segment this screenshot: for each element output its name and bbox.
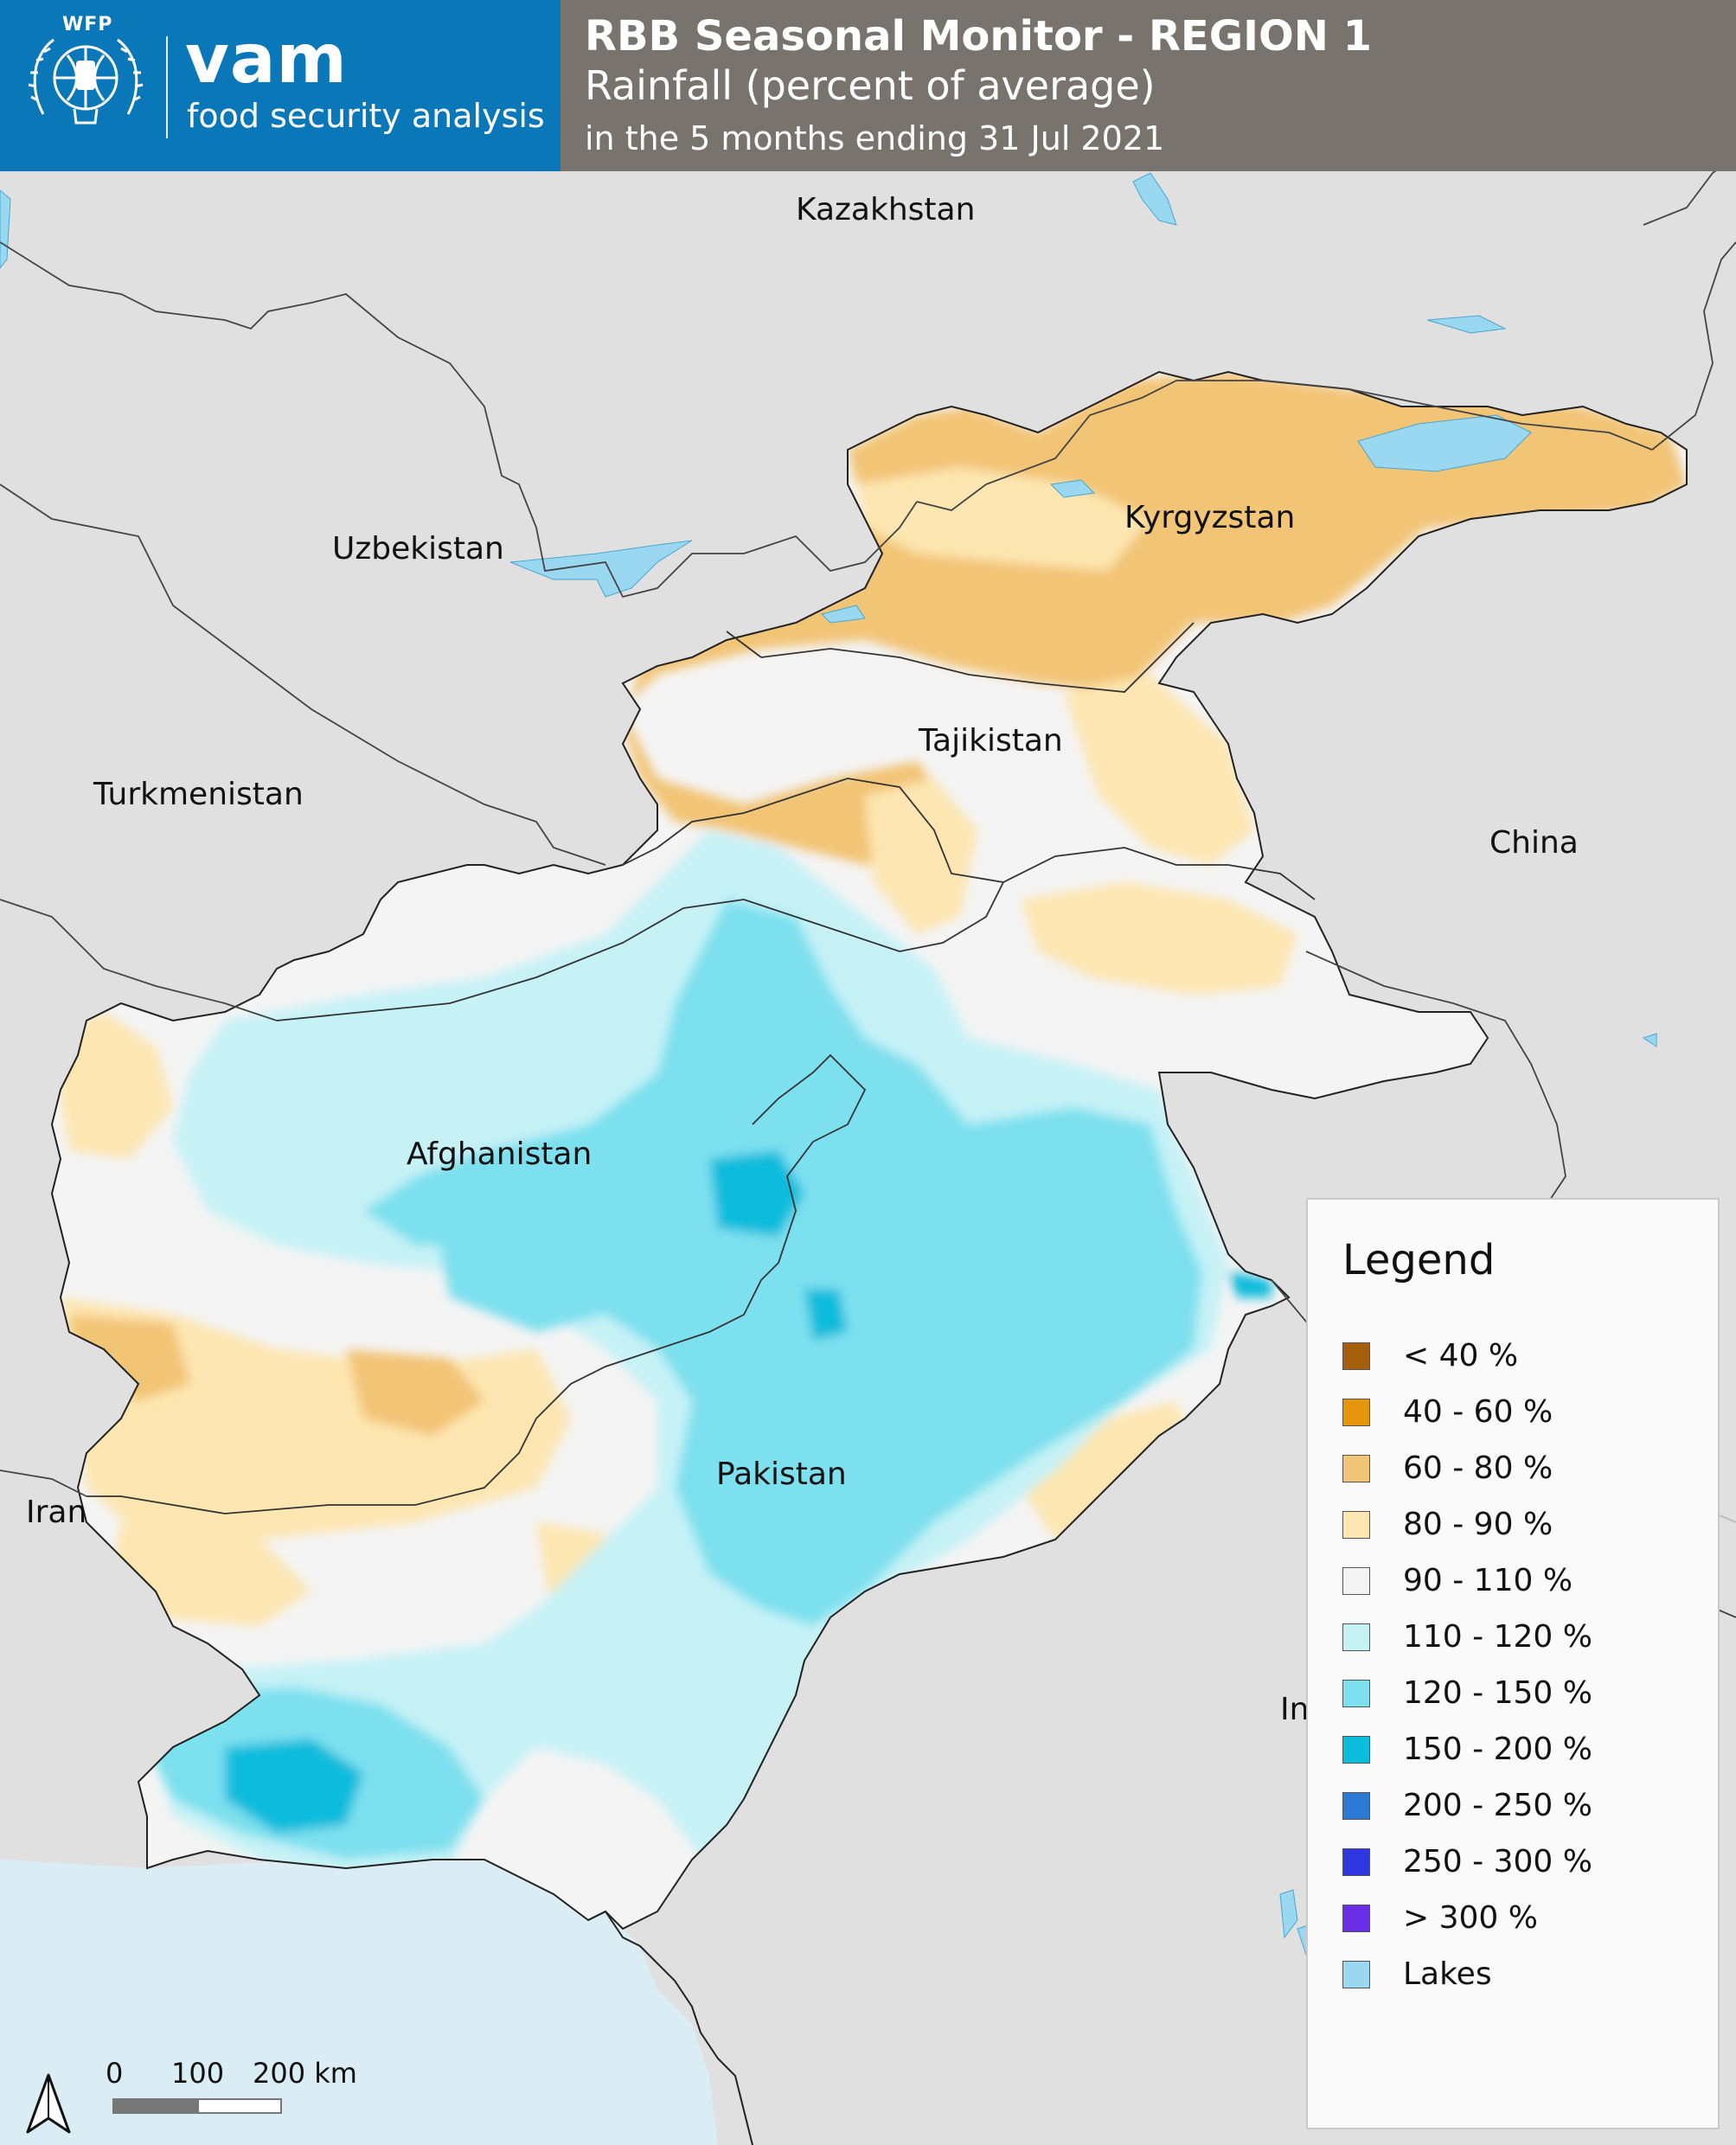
lake-balkhash-fragment bbox=[1132, 172, 1177, 226]
border-tajik-afghan bbox=[622, 778, 1004, 883]
label-tajikistan: Tajikistan bbox=[919, 723, 1063, 759]
border-kazakhstan-uzbekistan bbox=[0, 241, 918, 599]
border-afg-pak-south bbox=[752, 1053, 867, 1143]
zone-moderate-tajik-east bbox=[1064, 675, 1254, 865]
coastline bbox=[587, 1910, 753, 2145]
zone-moderate-west-afg bbox=[52, 1012, 173, 1159]
label-kazakhstan: Kazakhstan bbox=[796, 192, 976, 227]
lake-north-left bbox=[0, 189, 11, 269]
legend-swatch bbox=[1342, 1567, 1370, 1595]
legend-label: 250 - 300 % bbox=[1403, 1844, 1592, 1879]
zone-wet-central bbox=[432, 1194, 605, 1332]
legend-swatch bbox=[1342, 1848, 1370, 1876]
brand-name: vam bbox=[185, 21, 348, 99]
zone-wet-main bbox=[363, 900, 1202, 1626]
zone-moderate-punjab bbox=[1021, 1401, 1194, 1540]
label-iran: Iran bbox=[26, 1495, 87, 1530]
header-title-panel: RBB Seasonal Monitor - REGION 1 Rainfall… bbox=[561, 0, 1736, 171]
legend-label: > 300 % bbox=[1403, 1900, 1538, 1936]
label-china: China bbox=[1489, 825, 1579, 861]
north-arrow-icon bbox=[26, 2073, 71, 2134]
border-uzbekistan-turkmenistan bbox=[0, 483, 606, 866]
label-turkmenistan: Turkmenistan bbox=[93, 777, 304, 812]
scale-label-100: 100 bbox=[171, 2057, 225, 2090]
lake-toktogul bbox=[821, 605, 866, 624]
map-title: RBB Seasonal Monitor - REGION 1 bbox=[585, 12, 1373, 61]
legend-label: 200 - 250 % bbox=[1403, 1788, 1592, 1823]
border-kazakhstan-china bbox=[1651, 241, 1736, 451]
legend-label: < 40 % bbox=[1403, 1338, 1519, 1373]
map-subtitle: Rainfall (percent of average) bbox=[585, 62, 1156, 109]
legend-swatch bbox=[1342, 1905, 1370, 1932]
map-period: in the 5 months ending 31 Jul 2021 bbox=[585, 119, 1165, 157]
lake-issyk-kul bbox=[1357, 414, 1532, 472]
sea bbox=[0, 1851, 718, 2145]
label-kyrgyzstan: Kyrgyzstan bbox=[1124, 500, 1296, 535]
zone-moderate-southwest bbox=[61, 1297, 571, 1548]
zone-very-wet-kashmir bbox=[1228, 1271, 1272, 1297]
border-afg-pak-mid bbox=[86, 1141, 814, 1514]
legend-label: 40 - 60 % bbox=[1403, 1394, 1553, 1430]
header-brand-panel: WFP vam food security analysis bbox=[0, 0, 561, 171]
zone-very-wet-makran bbox=[225, 1738, 363, 1834]
brand-separator bbox=[166, 36, 168, 138]
legend-label: Lakes bbox=[1403, 1956, 1492, 1992]
border-china-india bbox=[1305, 951, 1566, 1203]
scale-label-0: 0 bbox=[106, 2057, 124, 2090]
legend-swatch bbox=[1342, 1511, 1370, 1539]
border-uzb-tajik bbox=[726, 631, 762, 658]
legend-label: 60 - 80 % bbox=[1403, 1450, 1553, 1486]
zone-moderate-gilgit bbox=[1021, 882, 1297, 995]
brand-subtitle: food security analysis bbox=[187, 97, 545, 135]
scale-label-200: 200 km bbox=[253, 2057, 357, 2090]
internal-borders bbox=[86, 622, 1316, 1514]
zone-dry-southwest bbox=[69, 1315, 190, 1401]
scale-segment-light bbox=[197, 2098, 282, 2114]
border-afghanistan-pakistan bbox=[276, 847, 1316, 1021]
zone-dry-helmand bbox=[346, 1349, 484, 1436]
legend-swatch bbox=[1342, 1680, 1370, 1707]
zone-very-wet-punjab bbox=[804, 1289, 848, 1341]
scale-segment-dark bbox=[112, 2098, 197, 2114]
legend-panel: Legend < 40 % 40 - 60 % 60 - 80 % 80 - 9… bbox=[1306, 1198, 1720, 2129]
border-turkmenistan-iran bbox=[0, 899, 278, 1021]
region-raster bbox=[52, 372, 1687, 1929]
legend-swatch bbox=[1342, 1736, 1370, 1764]
legend-swatch bbox=[1342, 1961, 1370, 1988]
legend-title: Legend bbox=[1342, 1236, 1496, 1284]
lake-small-east bbox=[1642, 1033, 1657, 1047]
lake-kapchagay bbox=[1426, 315, 1507, 334]
border-iran-afghan-south bbox=[0, 1469, 87, 1497]
region-outline bbox=[50, 370, 1688, 1930]
legend-label: 120 - 150 % bbox=[1403, 1675, 1592, 1711]
zone-moderate-tajik-south bbox=[865, 778, 977, 934]
legend-label: 110 - 120 % bbox=[1403, 1619, 1592, 1655]
legend-label: 80 - 90 % bbox=[1403, 1507, 1553, 1542]
zone-moderate-iran-border bbox=[112, 1522, 311, 1626]
lake-kayrakkum bbox=[509, 540, 693, 598]
border-tajik-kyrg bbox=[760, 622, 1195, 693]
legend-swatch bbox=[1342, 1342, 1370, 1370]
legend-label: 150 - 200 % bbox=[1403, 1732, 1592, 1767]
org-abbrev: WFP bbox=[62, 14, 113, 35]
lake-india-1 bbox=[1279, 1889, 1298, 1939]
label-afghanistan: Afghanistan bbox=[407, 1137, 593, 1172]
legend-swatch bbox=[1342, 1792, 1370, 1820]
legend-label: 90 - 110 % bbox=[1403, 1563, 1573, 1598]
zone-very-wet-east-afg bbox=[709, 1150, 804, 1237]
label-uzbekistan: Uzbekistan bbox=[332, 531, 504, 567]
lake-song-kul bbox=[1049, 479, 1096, 498]
label-pakistan: Pakistan bbox=[716, 1457, 847, 1492]
wfp-emblem-icon bbox=[28, 38, 144, 125]
border-kazakhstan-kyrgyzstan bbox=[916, 380, 1653, 511]
legend-swatch bbox=[1342, 1399, 1370, 1426]
scale-bar: 0 100 200 km bbox=[106, 2057, 357, 2114]
legend-swatch bbox=[1342, 1455, 1370, 1482]
legend-swatch bbox=[1342, 1623, 1370, 1651]
lakes bbox=[0, 172, 1657, 1956]
